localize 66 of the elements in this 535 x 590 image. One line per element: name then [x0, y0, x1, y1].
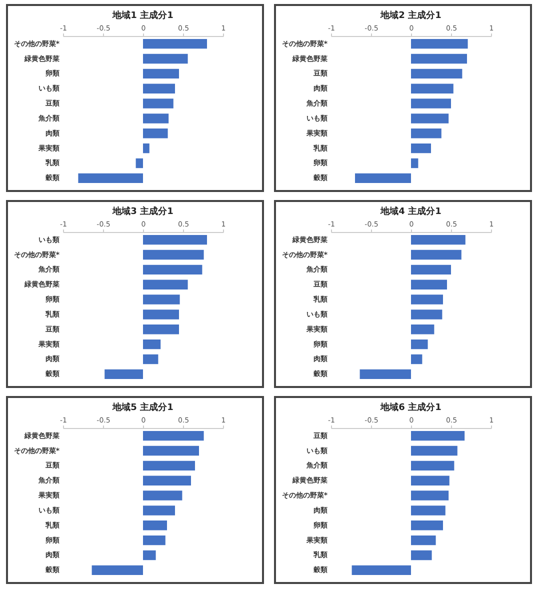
bar — [143, 68, 179, 79]
bar — [411, 54, 467, 64]
bar — [411, 128, 442, 138]
bar — [143, 128, 168, 138]
bar — [143, 250, 204, 260]
bar — [143, 294, 180, 304]
chart-title: 地域3 主成分1 — [112, 206, 174, 217]
bar — [143, 264, 202, 275]
bar — [143, 476, 191, 486]
bar — [411, 294, 443, 304]
bar — [411, 280, 447, 290]
bar — [143, 550, 156, 560]
bar — [143, 446, 199, 456]
bar — [411, 98, 451, 108]
chart-title: 地域4 主成分1 — [380, 206, 442, 217]
bar — [143, 38, 207, 49]
bar — [143, 84, 175, 94]
bar — [143, 430, 204, 441]
bar — [143, 324, 179, 334]
bar — [411, 264, 451, 275]
bar — [411, 550, 432, 560]
bar — [143, 114, 169, 124]
bar — [411, 506, 446, 516]
bar — [411, 446, 458, 456]
bar — [411, 460, 454, 471]
chart-title: 地域2 主成分1 — [380, 10, 442, 21]
bar — [411, 324, 434, 334]
bar — [411, 143, 431, 154]
bar — [136, 158, 143, 168]
bar — [143, 520, 167, 530]
bar — [143, 310, 179, 320]
bar — [352, 565, 411, 576]
bar — [78, 173, 143, 184]
bar — [143, 490, 182, 500]
bar — [411, 250, 462, 260]
bar — [411, 430, 465, 441]
bar — [143, 354, 158, 364]
bar — [143, 234, 207, 245]
bar — [143, 460, 195, 471]
bar — [411, 310, 442, 320]
bar — [355, 173, 411, 184]
bar — [143, 339, 161, 350]
bar — [360, 369, 411, 380]
bar — [143, 143, 150, 154]
bar — [143, 506, 175, 516]
bar — [92, 565, 143, 576]
bar — [411, 535, 436, 546]
bar — [411, 114, 449, 124]
bar — [411, 339, 428, 350]
bar — [143, 54, 188, 64]
bar — [411, 490, 449, 500]
bar — [411, 158, 418, 168]
bar — [104, 369, 143, 380]
chart-title: 地域1 主成分1 — [112, 10, 174, 21]
bar — [143, 280, 188, 290]
bar — [411, 84, 454, 94]
chart-title: 地域5 主成分1 — [112, 402, 174, 413]
chart-title: 地域6 主成分1 — [380, 402, 442, 413]
bar — [143, 98, 174, 108]
bar — [411, 234, 466, 245]
bar — [411, 68, 462, 79]
bar — [411, 38, 468, 49]
bar — [411, 476, 450, 486]
bar — [411, 520, 443, 530]
bar — [411, 354, 422, 364]
bar — [143, 535, 166, 546]
